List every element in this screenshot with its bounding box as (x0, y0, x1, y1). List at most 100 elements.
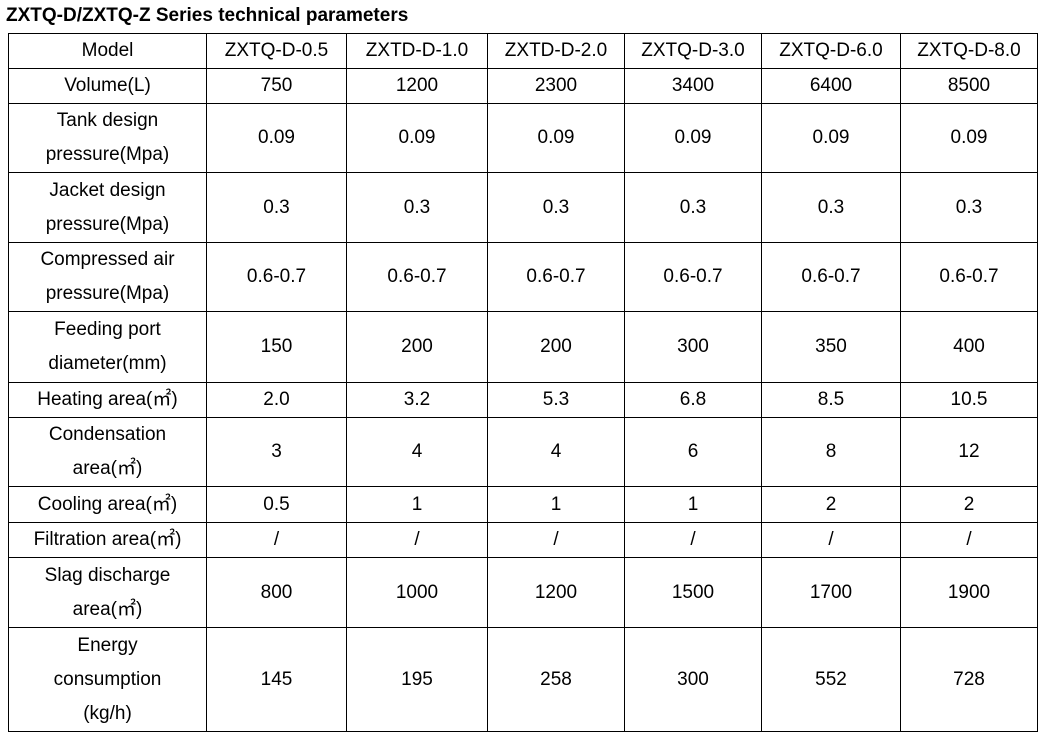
parameter-value-cell: 3.2 (346, 382, 488, 418)
parameter-value-cell: 0.6-0.7 (900, 242, 1038, 312)
model-header-cell: ZXTQ-D-8.0 (900, 33, 1038, 69)
parameter-value-cell: 2 (761, 486, 901, 523)
parameter-value-cell: 0.6-0.7 (206, 242, 347, 312)
parameter-label-line: diameter(mm) (48, 353, 167, 374)
parameter-value-cell: 800 (206, 557, 347, 628)
parameter-value-cell: 1000 (346, 557, 488, 628)
parameter-label-line: Energy (77, 634, 138, 656)
parameter-value-cell: 1 (624, 486, 762, 523)
parameter-label-cell: Condensation area(㎡) (8, 417, 207, 487)
parameter-value-cell: 0.6-0.7 (487, 242, 625, 312)
parameter-label-line: Feeding port (54, 319, 161, 340)
parameter-label-line: pressure(Mpa) (45, 283, 170, 304)
parameter-value-cell: 12 (900, 417, 1038, 487)
parameter-value-cell: 195 (346, 627, 488, 732)
parameter-value-cell: 1 (487, 486, 625, 523)
table-row: Filtration area(㎡) / / / / / / (8, 522, 1038, 558)
table-row: Slag discharge area(㎡) 800 1000 1200 1500 1700… (8, 557, 1038, 628)
parameter-value-cell: 8 (761, 417, 901, 487)
table-body: Model ZXTQ-D-0.5 ZXTD-D-1.0 ZXTD-D-2.0 ZXTQ-… (8, 33, 1038, 732)
table-row: Condensation area(㎡) 3 4 4 6 8 12 (8, 417, 1038, 487)
parameter-value-cell: 200 (487, 311, 625, 383)
parameter-value-cell: 300 (624, 311, 762, 383)
model-header-cell: ZXTD-D-2.0 (487, 33, 625, 69)
parameter-value-cell: 400 (900, 311, 1038, 383)
technical-parameters-table: Model ZXTQ-D-0.5 ZXTD-D-1.0 ZXTD-D-2.0 ZXTQ-… (8, 33, 1038, 732)
parameter-value-cell: 1 (346, 486, 488, 523)
parameter-value-cell: 0.6-0.7 (624, 242, 762, 312)
parameter-label-cell: Tank design pressure(Mpa) (8, 103, 207, 173)
parameter-value-cell: 0.5 (206, 486, 347, 523)
table-row: Jacket design pressure(Mpa) 0.3 0.3 0.3 0.3 0.… (8, 172, 1038, 243)
parameter-value-cell: / (346, 522, 488, 558)
table-row: Feeding port diameter(mm) 150 200 200 300 350 4… (8, 311, 1038, 383)
parameter-label-line: Slag discharge (44, 564, 171, 586)
parameter-value-cell: 728 (900, 627, 1038, 732)
parameter-label-cell: Energy consumption (kg/h) (8, 627, 207, 732)
parameter-value-cell: 6.8 (624, 382, 762, 418)
parameter-value-cell: 200 (346, 311, 488, 383)
parameter-value-cell: 2 (900, 486, 1038, 523)
parameter-value-cell: 8500 (900, 68, 1038, 104)
parameter-value-cell: 1900 (900, 557, 1038, 628)
parameter-value-cell: 0.3 (761, 172, 901, 243)
parameter-value-cell: / (900, 522, 1038, 558)
parameter-value-cell: 0.09 (761, 103, 901, 173)
parameter-label-line: Filtration area(㎡) (33, 529, 182, 550)
parameter-value-cell: 350 (761, 311, 901, 383)
parameter-value-cell: 3 (206, 417, 347, 487)
parameter-label-line: Compressed air (40, 249, 175, 270)
parameter-value-cell: 0.09 (900, 103, 1038, 173)
table-row: Compressed air pressure(Mpa) 0.6-0.7 0.6-0.… (8, 242, 1038, 312)
parameter-value-cell: 0.3 (624, 172, 762, 243)
table-row: Volume(L) 750 1200 2300 3400 6400 8500 (8, 68, 1038, 104)
parameter-label-cell: Slag discharge area(㎡) (8, 557, 207, 628)
parameter-label-line: area(㎡) (72, 458, 143, 479)
table-header-row: Model ZXTQ-D-0.5 ZXTD-D-1.0 ZXTD-D-2.0 ZXTQ-… (8, 33, 1038, 69)
table-row: Tank design pressure(Mpa) 0.09 0.09 0.09 0.09… (8, 103, 1038, 173)
parameter-value-cell: 0.6-0.7 (346, 242, 488, 312)
parameter-label-cell: Cooling area(㎡) (8, 486, 207, 523)
parameter-label-line: Tank design (56, 110, 159, 131)
parameter-value-cell: / (624, 522, 762, 558)
parameter-value-cell: 2.0 (206, 382, 347, 418)
table-row: Cooling area(㎡) 0.5 1 1 1 2 2 (8, 486, 1038, 523)
parameter-value-cell: 10.5 (900, 382, 1038, 418)
parameter-label-cell: Compressed air pressure(Mpa) (8, 242, 207, 312)
parameter-value-cell: 1500 (624, 557, 762, 628)
parameter-label-line: pressure(Mpa) (45, 144, 170, 165)
header-label-cell: Model (8, 33, 207, 69)
parameter-value-cell: / (487, 522, 625, 558)
parameter-value-cell: 6 (624, 417, 762, 487)
parameter-value-cell: 1200 (487, 557, 625, 628)
parameter-value-cell: 300 (624, 627, 762, 732)
parameter-value-cell: 1200 (346, 68, 488, 104)
parameter-value-cell: 0.09 (346, 103, 488, 173)
parameter-value-cell: 552 (761, 627, 901, 732)
parameter-value-cell: 6400 (761, 68, 901, 104)
model-header-cell: ZXTQ-D-6.0 (761, 33, 901, 69)
model-header-cell: ZXTQ-D-3.0 (624, 33, 762, 69)
table-row: Heating area(㎡) 2.0 3.2 5.3 6.8 8.5 10.5 (8, 382, 1038, 418)
parameter-label-cell: Heating area(㎡) (8, 382, 207, 418)
table-row: Energy consumption (kg/h) 145 195 258 300 552 72… (8, 627, 1038, 732)
parameter-value-cell: 150 (206, 311, 347, 383)
parameter-label-line: consumption (53, 668, 162, 690)
parameter-value-cell: 258 (487, 627, 625, 732)
parameter-value-cell: 8.5 (761, 382, 901, 418)
page-title: ZXTQ-D/ZXTQ-Z Series technical parameter… (6, 5, 409, 26)
parameter-label-line: Condensation (48, 424, 167, 445)
parameter-value-cell: 0.3 (206, 172, 347, 243)
parameter-value-cell: 2300 (487, 68, 625, 104)
parameter-label-cell: Filtration area(㎡) (8, 522, 207, 558)
parameter-value-cell: 3400 (624, 68, 762, 104)
parameter-label-line: Volume(L) (64, 75, 151, 96)
parameter-value-cell: 145 (206, 627, 347, 732)
parameter-value-cell: / (206, 522, 347, 558)
parameter-value-cell: 0.3 (900, 172, 1038, 243)
parameter-value-cell: / (761, 522, 901, 558)
parameter-value-cell: 0.6-0.7 (761, 242, 901, 312)
parameter-label-line: (kg/h) (83, 702, 132, 724)
parameter-label-cell: Feeding port diameter(mm) (8, 311, 207, 383)
parameter-label-line: Jacket design (49, 179, 166, 201)
